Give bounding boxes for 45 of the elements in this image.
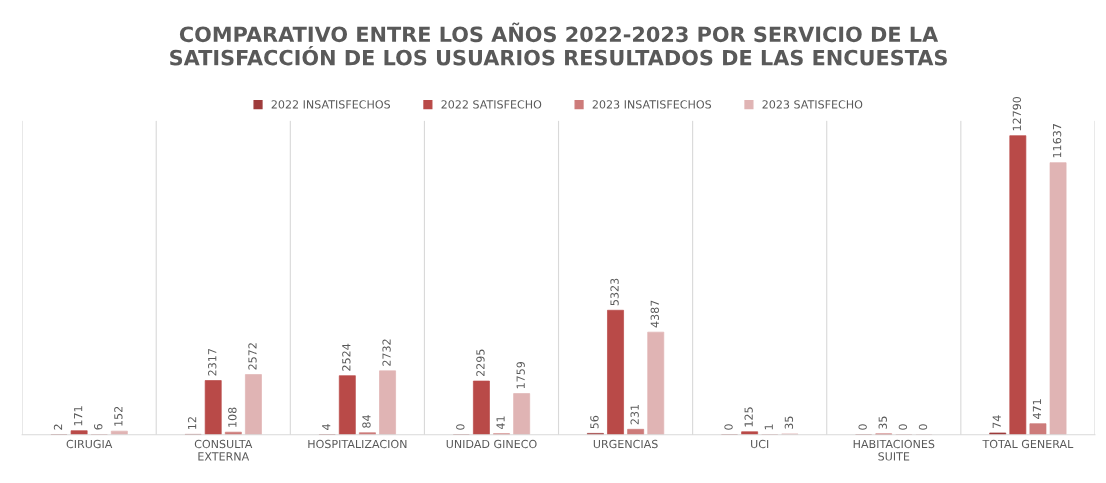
x-tick-label: TOTAL GENERAL: [982, 439, 1074, 449]
data-label: 56: [590, 415, 599, 429]
data-label: 84: [362, 415, 371, 428]
data-label: 0: [456, 424, 465, 430]
x-tick-label: URGENCIAS: [593, 439, 658, 449]
data-label: 0: [724, 424, 733, 430]
data-label: 0: [898, 424, 908, 430]
legend-label: 2022 SATISFECHO: [441, 100, 542, 109]
data-label: 35: [878, 416, 887, 429]
data-label: 2572: [248, 343, 257, 370]
data-label: 35: [784, 416, 794, 429]
data-label: 0: [918, 424, 928, 430]
data-label: 125: [744, 407, 753, 427]
data-label: 1759: [516, 361, 525, 389]
data-label: 2524: [342, 343, 351, 371]
data-label: 171: [74, 406, 83, 426]
data-label: 0: [858, 424, 867, 430]
data-label: 152: [114, 406, 123, 426]
data-label: 4387: [650, 300, 659, 328]
chart-title: COMPARATIVO ENTRE LOS AÑOS 2022-2023 POR SERVICIO DE LA SATISFACCIÓN DE LOS USUARIOS RESULTADOS DE LAS ENCUESTAS: [170, 22, 947, 66]
legend-label: 2022 INSATISFECHOS: [271, 100, 391, 109]
data-label: 471: [1032, 399, 1042, 419]
x-tick-label: CIRUGIA: [66, 439, 113, 449]
x-tick-label: HABITACIONES SUITE: [853, 439, 935, 461]
data-label: 12790: [1012, 96, 1022, 131]
legend-label: 2023 SATISFECHO: [762, 100, 863, 109]
data-label: 2: [53, 424, 63, 430]
x-tick-label: CONSULTA EXTERNA: [194, 439, 253, 461]
data-label: 2295: [476, 349, 485, 377]
data-label: 4: [322, 423, 331, 430]
data-label: 2732: [382, 339, 391, 366]
data-label: 74: [992, 415, 1001, 428]
legend-label: 2023 INSATISFECHOS: [592, 100, 712, 109]
data-label: 41: [496, 416, 505, 430]
data-label: 6: [94, 424, 103, 430]
data-label: 11637: [1052, 124, 1062, 158]
data-label: 12: [187, 417, 197, 430]
data-label: 231: [630, 404, 639, 425]
data-label: 1: [764, 424, 773, 430]
data-label: 108: [228, 407, 237, 427]
data-label: 2317: [208, 349, 217, 376]
x-tick-label: HOSPITALIZACION: [308, 439, 407, 449]
x-tick-label: UNIDAD GINECO: [446, 439, 537, 449]
data-label: 5323: [610, 278, 619, 306]
x-tick-label: UCI: [751, 439, 769, 449]
